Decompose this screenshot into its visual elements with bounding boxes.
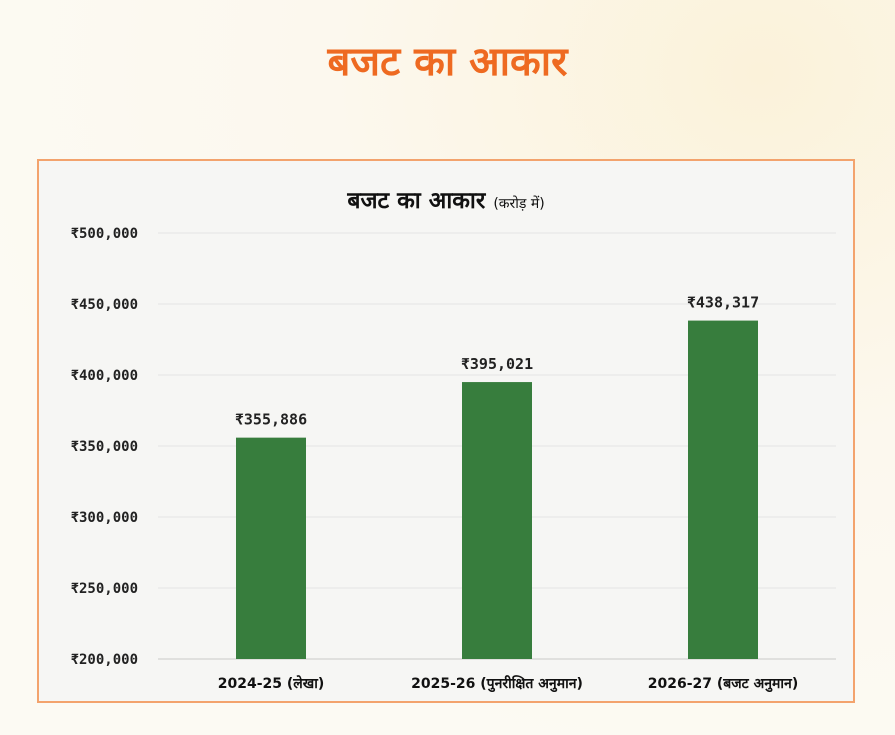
y-tick-label: ₹300,000 — [71, 510, 138, 526]
bar-value-label: ₹355,886 — [235, 411, 307, 429]
y-tick-label: ₹200,000 — [71, 652, 138, 668]
x-tick-label: 2024-25 (लेखा) — [218, 675, 325, 692]
y-tick-label: ₹500,000 — [71, 226, 138, 242]
y-tick-label: ₹450,000 — [71, 297, 138, 313]
bar — [688, 320, 758, 659]
x-tick-label: 2026-27 (बजट अनुमान) — [648, 676, 798, 693]
bar — [236, 437, 306, 659]
y-tick-label: ₹250,000 — [71, 581, 138, 597]
bar-value-label: ₹438,317 — [687, 294, 759, 312]
bar-value-label: ₹395,021 — [461, 355, 533, 373]
chart-title: बजट का आकार (करोड़ में) — [39, 183, 853, 215]
chart-title-text: बजट का आकार — [347, 188, 486, 214]
y-tick-label: ₹350,000 — [71, 439, 138, 455]
bar — [462, 382, 532, 659]
chart-title-unit: (करोड़ में) — [493, 196, 545, 212]
page-title: बजट का आकार — [327, 39, 568, 85]
y-tick-label: ₹400,000 — [71, 368, 138, 384]
x-tick-label: 2025-26 (पुनरीक्षित अनुमान) — [411, 675, 583, 693]
